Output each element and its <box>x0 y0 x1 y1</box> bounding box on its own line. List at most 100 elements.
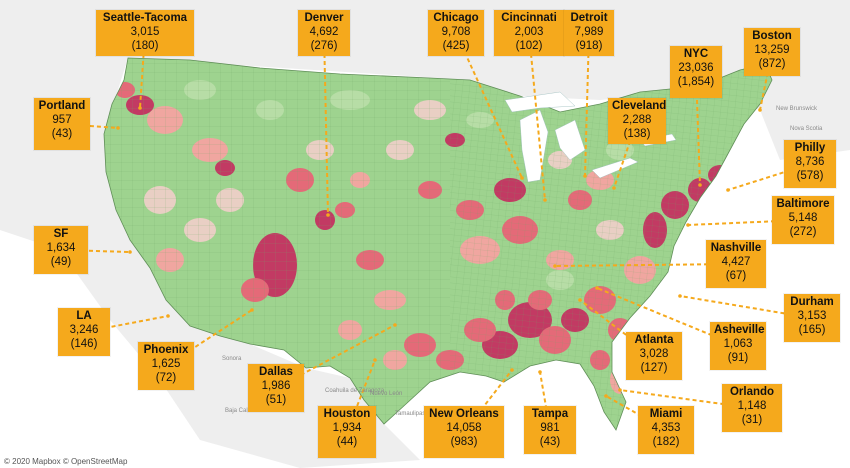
city-callout[interactable]: Tampa 981 (43) <box>524 406 576 454</box>
leader-line <box>455 32 523 179</box>
region-label: Nuevo León <box>370 391 402 397</box>
case-count: 3,028 <box>639 347 669 360</box>
city-anchor-dot <box>538 370 542 374</box>
region-label: Sonora <box>222 356 242 362</box>
city-name: Baltimore <box>776 198 830 210</box>
leader-line <box>323 32 329 216</box>
city-name: Phoenix <box>143 344 189 356</box>
city-anchor-dot <box>583 174 587 178</box>
leader-line <box>463 369 513 433</box>
city-callout[interactable]: Orlando 1,148 (31) <box>722 384 782 432</box>
city-callout[interactable]: Nashville 4,427 (67) <box>706 240 766 288</box>
case-count: 4,353 <box>651 421 681 434</box>
city-name: Cincinnati <box>501 12 557 24</box>
case-count: 957 <box>52 113 72 126</box>
city-callout[interactable]: Cleveland 2,288 (138) <box>608 98 666 144</box>
city-name: Boston <box>752 30 792 42</box>
death-count: (872) <box>758 57 786 70</box>
leader-line <box>605 395 667 431</box>
death-count: (67) <box>725 269 747 282</box>
city-callout[interactable]: Boston 13,259 (872) <box>744 28 800 76</box>
case-count: 23,036 <box>678 61 714 74</box>
city-callout[interactable]: Chicago 9,708 (425) <box>428 10 484 56</box>
city-name: Atlanta <box>634 334 674 346</box>
city-callout[interactable]: Atlanta 3,028 (127) <box>626 332 682 380</box>
city-callout[interactable]: Portland 957 (43) <box>34 98 90 150</box>
death-count: (102) <box>515 39 543 52</box>
city-callout[interactable]: Asheville 1,063 (91) <box>710 322 766 370</box>
city-callout[interactable]: Miami 4,353 (182) <box>638 406 694 454</box>
city-anchor-dot <box>758 108 762 112</box>
city-name: Houston <box>323 408 371 420</box>
city-callout[interactable]: LA 3,246 (146) <box>58 308 110 356</box>
city-callout[interactable]: Baltimore 5,148 (272) <box>772 196 834 244</box>
leader-line <box>687 219 804 226</box>
case-count: 5,148 <box>788 211 818 224</box>
case-count: 2,288 <box>622 113 652 126</box>
case-count: 1,625 <box>151 357 181 370</box>
city-anchor-dot <box>393 323 397 327</box>
city-name: Portland <box>38 100 86 112</box>
city-anchor-dot <box>726 188 730 192</box>
death-count: (43) <box>539 435 561 448</box>
death-count: (72) <box>155 371 177 384</box>
city-callout[interactable]: Dallas 1,986 (51) <box>248 364 304 412</box>
city-callout[interactable]: Detroit 7,989 (918) <box>564 10 614 56</box>
death-count: (180) <box>131 39 159 52</box>
city-callout[interactable]: NYC 23,036 (1,854) <box>670 46 722 98</box>
city-callout[interactable]: Phoenix 1,625 (72) <box>138 342 194 390</box>
case-count: 981 <box>540 421 560 434</box>
case-count: 3,015 <box>130 25 160 38</box>
city-anchor-dot <box>686 223 690 227</box>
city-name: Philly <box>794 142 826 154</box>
case-count: 4,692 <box>309 25 339 38</box>
death-count: (1,854) <box>677 75 715 88</box>
city-name: Nashville <box>710 242 762 254</box>
case-count: 3,246 <box>69 323 99 336</box>
city-callout[interactable]: Denver 4,692 (276) <box>298 10 350 56</box>
city-callout[interactable]: Cincinnati 2,003 (102) <box>494 10 564 56</box>
city-name: New Orleans <box>429 408 499 420</box>
city-name: Seattle-Tacoma <box>102 12 188 24</box>
city-callout[interactable]: Houston 1,934 (44) <box>318 406 376 458</box>
city-name: Chicago <box>433 12 479 24</box>
city-anchor-dot <box>326 213 330 217</box>
case-count: 3,153 <box>797 309 827 322</box>
city-callout[interactable]: SF 1,634 (49) <box>34 226 88 274</box>
city-anchor-dot <box>578 298 582 302</box>
case-count: 1,934 <box>332 421 362 434</box>
case-count: 1,986 <box>261 379 291 392</box>
city-name: Detroit <box>570 12 608 24</box>
city-name: Dallas <box>259 366 293 378</box>
death-count: (983) <box>450 435 478 448</box>
death-count: (272) <box>789 225 817 238</box>
city-callout[interactable]: Philly 8,736 (578) <box>784 140 836 188</box>
case-count: 13,259 <box>754 43 790 56</box>
death-count: (276) <box>310 39 338 52</box>
city-anchor-dot <box>166 314 170 318</box>
case-count: 1,063 <box>723 337 753 350</box>
city-name: Cleveland <box>612 100 667 112</box>
death-count: (31) <box>741 413 763 426</box>
region-label: New Brunswick <box>776 106 818 112</box>
case-count: 7,989 <box>574 25 604 38</box>
city-callout[interactable]: Seattle-Tacoma 3,015 (180) <box>96 10 194 56</box>
county-cluster-high <box>680 240 700 260</box>
death-count: (44) <box>336 435 358 448</box>
case-count: 14,058 <box>446 421 482 434</box>
leader-line <box>584 32 590 177</box>
city-anchor-dot <box>250 308 254 312</box>
death-count: (918) <box>575 39 603 52</box>
city-anchor-dot <box>116 126 120 130</box>
case-count: 1,634 <box>46 241 76 254</box>
region-label: Coahuila de Zaragoza <box>325 388 385 394</box>
city-callout[interactable]: New Orleans 14,058 (983) <box>424 406 504 458</box>
city-callout[interactable]: Durham 3,153 (165) <box>784 294 840 342</box>
city-anchor-dot <box>543 198 547 202</box>
background-labels: New Brunswick Nova Scotia Baja California S… <box>222 106 823 417</box>
leader-line <box>596 287 739 347</box>
city-name: NYC <box>683 48 709 60</box>
death-count: (138) <box>623 127 651 140</box>
